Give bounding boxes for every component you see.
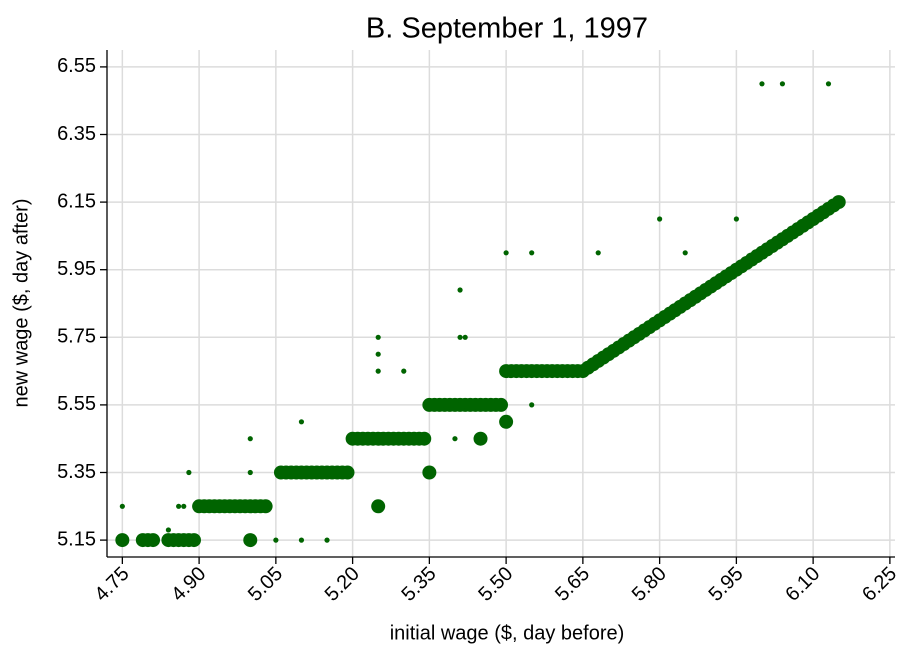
point (457, 334, 463, 340)
point (181, 503, 187, 509)
point (273, 537, 279, 543)
point (529, 402, 535, 408)
y-tick-label: 6.15 (57, 190, 96, 212)
y-tick-label: 6.35 (57, 123, 96, 145)
point (831, 195, 846, 210)
y-tick-label: 5.95 (57, 258, 96, 280)
y-tick-label: 6.55 (57, 55, 96, 77)
point (401, 368, 407, 374)
point (340, 465, 355, 480)
point (494, 397, 508, 412)
point (298, 537, 305, 543)
point (452, 436, 458, 442)
point (375, 334, 381, 340)
y-axis-label: new wage ($, day after) (10, 199, 32, 408)
y-tick-label: 5.15 (57, 528, 96, 550)
point (371, 499, 386, 514)
point (825, 81, 832, 87)
point (247, 436, 253, 442)
point (682, 250, 688, 256)
point (258, 499, 273, 514)
point (457, 287, 463, 293)
point (595, 250, 601, 256)
point (324, 537, 330, 543)
y-tick-label: 5.75 (57, 326, 96, 348)
point (733, 216, 739, 222)
y-tick-label: 5.55 (57, 393, 96, 415)
point (146, 533, 161, 548)
chart-title: B. September 1, 1997 (366, 13, 648, 45)
point (417, 431, 432, 446)
point (657, 216, 663, 222)
point (499, 414, 514, 429)
point (779, 81, 786, 87)
y-tick-label: 5.35 (57, 461, 96, 483)
point (462, 334, 468, 340)
point (119, 503, 125, 509)
point (247, 469, 253, 476)
x-axis-label: initial wage ($, day before) (390, 622, 625, 644)
point (473, 431, 488, 446)
point (115, 533, 130, 548)
point (375, 368, 381, 374)
point (186, 533, 201, 548)
point (176, 503, 182, 509)
point (529, 250, 535, 256)
point (165, 527, 172, 533)
point (186, 469, 192, 476)
point (422, 465, 437, 480)
point (503, 250, 509, 256)
point (759, 81, 765, 87)
point (298, 419, 305, 425)
point (375, 351, 381, 357)
point (243, 533, 258, 548)
